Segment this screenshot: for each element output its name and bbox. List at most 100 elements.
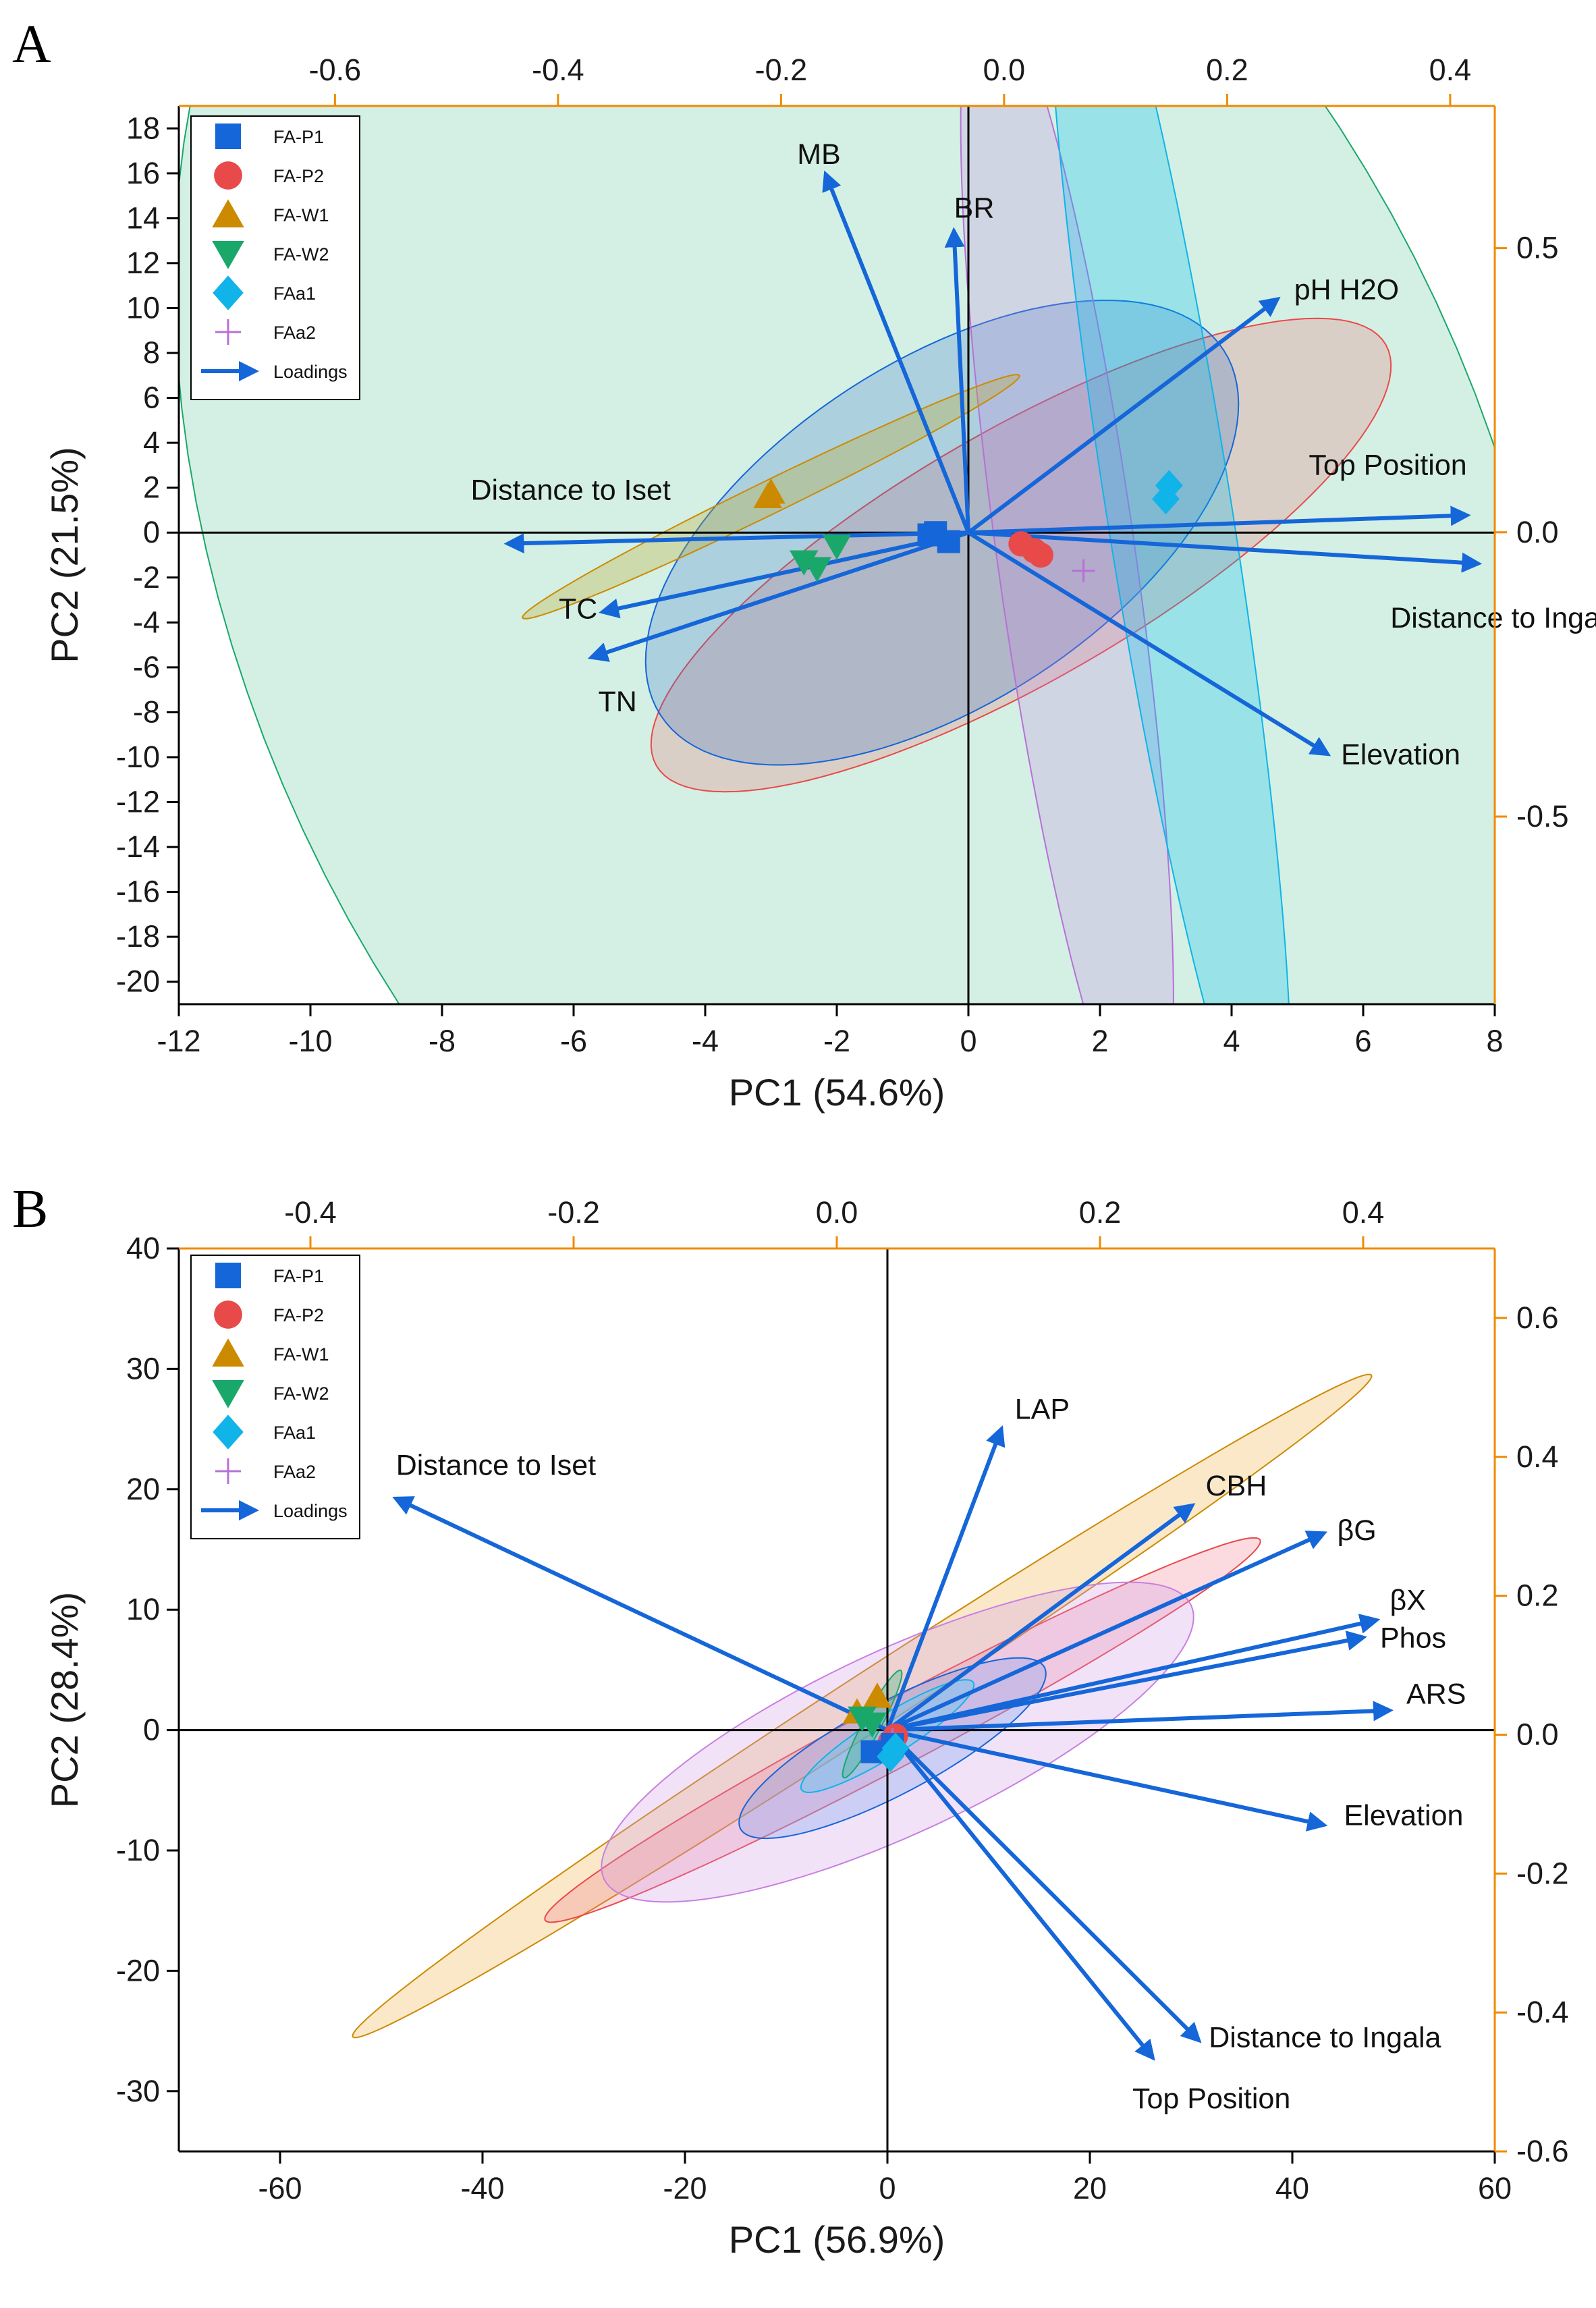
point-FA-W2 [858,1712,887,1738]
legend-label: FA-P1 [273,1266,324,1286]
y-tick-label: -4 [133,605,160,639]
loading-label: ARS [1406,1678,1466,1710]
loading-label: Elevation [1344,1799,1464,1832]
y-axis-title: PC2 (28.4%) [43,1592,86,1809]
panel-B: B Distance to Iset LAP CBH βG βX Phos ARS Elevat… [12,1180,1569,2261]
x-tick-label: -12 [157,1024,200,1058]
right-tick-label: 0.6 [1516,1300,1559,1335]
x-tick-label: -4 [692,1024,719,1058]
x-tick-label: 0 [879,2171,896,2205]
point-FA-W1 [862,1682,892,1708]
right-tick-label: 0.5 [1516,231,1559,265]
loading-arrow [887,1701,1394,1732]
loading-label: Distance to Iset [471,474,671,507]
top-tick-label: -0.6 [309,53,362,87]
loading-arrow [503,530,969,554]
legend-label: FA-W1 [273,1344,329,1365]
y-tick-label: -20 [116,964,160,999]
ellipse-FA-W1 [352,1373,1373,2039]
x-tick-label: 8 [1486,1024,1503,1058]
loading-label: βX [1390,1585,1426,1617]
point-FA-P1 [937,530,960,553]
loading-label: CBH [1206,1470,1267,1502]
legend-marker [213,275,244,310]
y-tick-label: 2 [143,470,160,505]
loading-label: Top Position [1309,449,1466,482]
legend-marker [212,199,244,227]
right-tick-label: -0.2 [1516,1856,1569,1890]
loading-label: pH H2O [1294,273,1399,306]
x-axis-title: PC1 (54.6%) [729,1071,945,1114]
legend: FA-P1 FA-P2 FA-W1 FA-W2 FAa1 FAa2 Loadings [190,115,360,400]
legend-box [190,1255,360,1539]
top-tick-label: -0.2 [547,1195,600,1230]
y-tick-label: -10 [116,740,160,774]
legend-box [190,115,360,400]
point-FAa1 [881,1732,910,1764]
top-tick-label: 0.4 [1429,53,1472,87]
legend-label: FAa1 [273,283,316,304]
top-tick-label: 0.2 [1079,1195,1122,1230]
y-tick-label: 16 [126,156,160,190]
legend-label: FA-W2 [273,244,329,265]
legend-label: FA-P2 [273,166,324,186]
confidence-ellipses [179,106,1495,1004]
y-tick-label: -16 [116,875,160,909]
loading-label: TN [598,686,636,718]
loading-arrow [944,227,970,533]
y-tick-label: -2 [133,560,160,595]
point-FA-P1 [917,523,941,547]
top-tick-label: 0.0 [983,53,1026,87]
y-tick-label: 40 [126,1231,160,1265]
loading-arrow [887,1614,1381,1732]
y-tick-label: 10 [126,1592,160,1626]
legend-label: FA-W1 [273,205,329,225]
legend-marker [215,1263,241,1288]
y-axis-title: PC2 (21.5%) [43,447,86,663]
top-tick-label: 0.0 [816,1195,858,1230]
legend-label: FA-W2 [273,1383,329,1404]
point-FAa2 [1072,559,1095,582]
top-tick-label: 0.2 [1206,53,1248,87]
x-tick-label: 40 [1275,2171,1309,2205]
x-tick-label: -20 [663,2171,707,2205]
loading-label: Distance to Ingala [1209,2021,1441,2054]
loading-label: βG [1338,1514,1377,1547]
ellipse-FAa2 [960,106,1174,1004]
loadings: Distance to Iset LAP CBH βG βX Phos ARS Elevati… [392,1394,1466,2115]
loading-label: LAP [1015,1394,1070,1426]
loading-label: Distance to Iset [396,1450,596,1482]
y-tick-label: -20 [116,1953,160,1987]
panel-letter: A [12,15,51,74]
y-tick-label: -6 [133,650,160,684]
point-FA-W2 [802,557,831,582]
y-tick-label: 10 [126,290,160,325]
right-tick-label: -0.5 [1516,799,1569,833]
x-tick-label: -8 [429,1024,456,1058]
loading-label: Phos [1380,1622,1446,1654]
legend-marker [212,1380,244,1408]
y-tick-label: -14 [116,829,160,864]
loading-arrow [587,530,969,662]
x-axis-title: PC1 (56.9%) [729,2218,945,2261]
y-tick-label: 6 [143,381,160,415]
loading-arrow [886,1503,1196,1732]
y-tick-label: 0 [143,515,160,549]
data-points [842,1682,910,1772]
legend-marker [212,1338,244,1367]
point-FA-P2 [1028,542,1053,568]
x-tick-label: 60 [1478,2171,1512,2205]
legend-label: FA-P2 [273,1305,324,1325]
loadings: MB BR pH H2O Top Position Distance to Iset Di… [471,138,1596,771]
panel-letter: B [12,1180,48,1239]
x-tick-label: -6 [560,1024,587,1058]
legend-label: FAa2 [273,1462,316,1482]
loading-arrow [887,1630,1367,1732]
point-FAa1 [1152,483,1180,515]
panel-A: A MB BR pH H2O Top Position Distance to Iset D… [12,15,1596,1114]
y-tick-label: 12 [126,246,160,280]
loading-arrow [967,296,1281,534]
loading-arrow [822,170,970,534]
legend-marker [215,123,241,149]
top-tick-label: -0.4 [532,53,584,87]
